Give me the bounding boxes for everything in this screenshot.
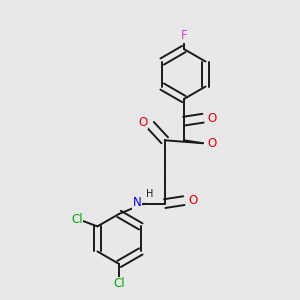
Text: H: H (146, 189, 154, 199)
Text: Cl: Cl (71, 213, 82, 226)
Text: Cl: Cl (113, 278, 125, 290)
Text: O: O (139, 116, 148, 128)
Text: N: N (132, 196, 141, 209)
Text: O: O (207, 137, 217, 150)
Text: O: O (207, 112, 217, 125)
Text: O: O (188, 194, 197, 207)
Text: F: F (181, 29, 187, 42)
